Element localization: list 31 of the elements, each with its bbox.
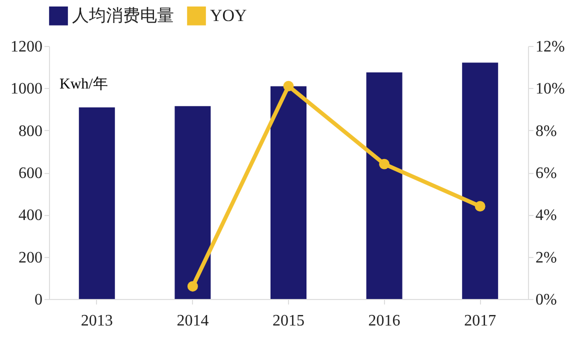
x-tick-label: 2014 bbox=[176, 312, 209, 330]
y-tick-label: 200 bbox=[18, 249, 42, 266]
y-tick-label: 0 bbox=[34, 292, 42, 308]
bar bbox=[78, 107, 115, 299]
y2-tick-label: 12% bbox=[536, 38, 565, 56]
bar bbox=[462, 62, 498, 299]
y2-tick-label: 8% bbox=[536, 122, 557, 140]
bar bbox=[366, 72, 402, 299]
y-tick-label: 400 bbox=[18, 207, 42, 224]
legend-label: 人均消费电量 bbox=[72, 6, 174, 25]
point bbox=[283, 80, 294, 92]
bar bbox=[270, 86, 306, 299]
y-tick-label: 1000 bbox=[10, 80, 42, 98]
y2-tick-label: 0% bbox=[536, 292, 557, 308]
point bbox=[379, 158, 390, 170]
y2-tick-label: 10% bbox=[536, 80, 565, 98]
x-tick-label: 2016 bbox=[368, 312, 400, 330]
legend-label: YOY bbox=[210, 6, 247, 25]
x-tick-label: 2015 bbox=[272, 312, 304, 330]
y2-tick-label: 6% bbox=[536, 165, 557, 182]
bar bbox=[174, 106, 211, 299]
y-tick-label: 600 bbox=[18, 165, 42, 182]
x-tick-label: 2013 bbox=[80, 312, 113, 330]
point bbox=[474, 201, 486, 212]
y2-tick-label: 2% bbox=[536, 249, 557, 266]
point bbox=[187, 281, 198, 292]
y-tick-label: 1200 bbox=[10, 38, 42, 56]
y-tick-label: 800 bbox=[18, 122, 42, 140]
y-axis-title: Kwh/年 bbox=[60, 76, 108, 92]
y2-tick-label: 4% bbox=[536, 207, 557, 224]
x-tick-label: 2017 bbox=[464, 312, 496, 330]
